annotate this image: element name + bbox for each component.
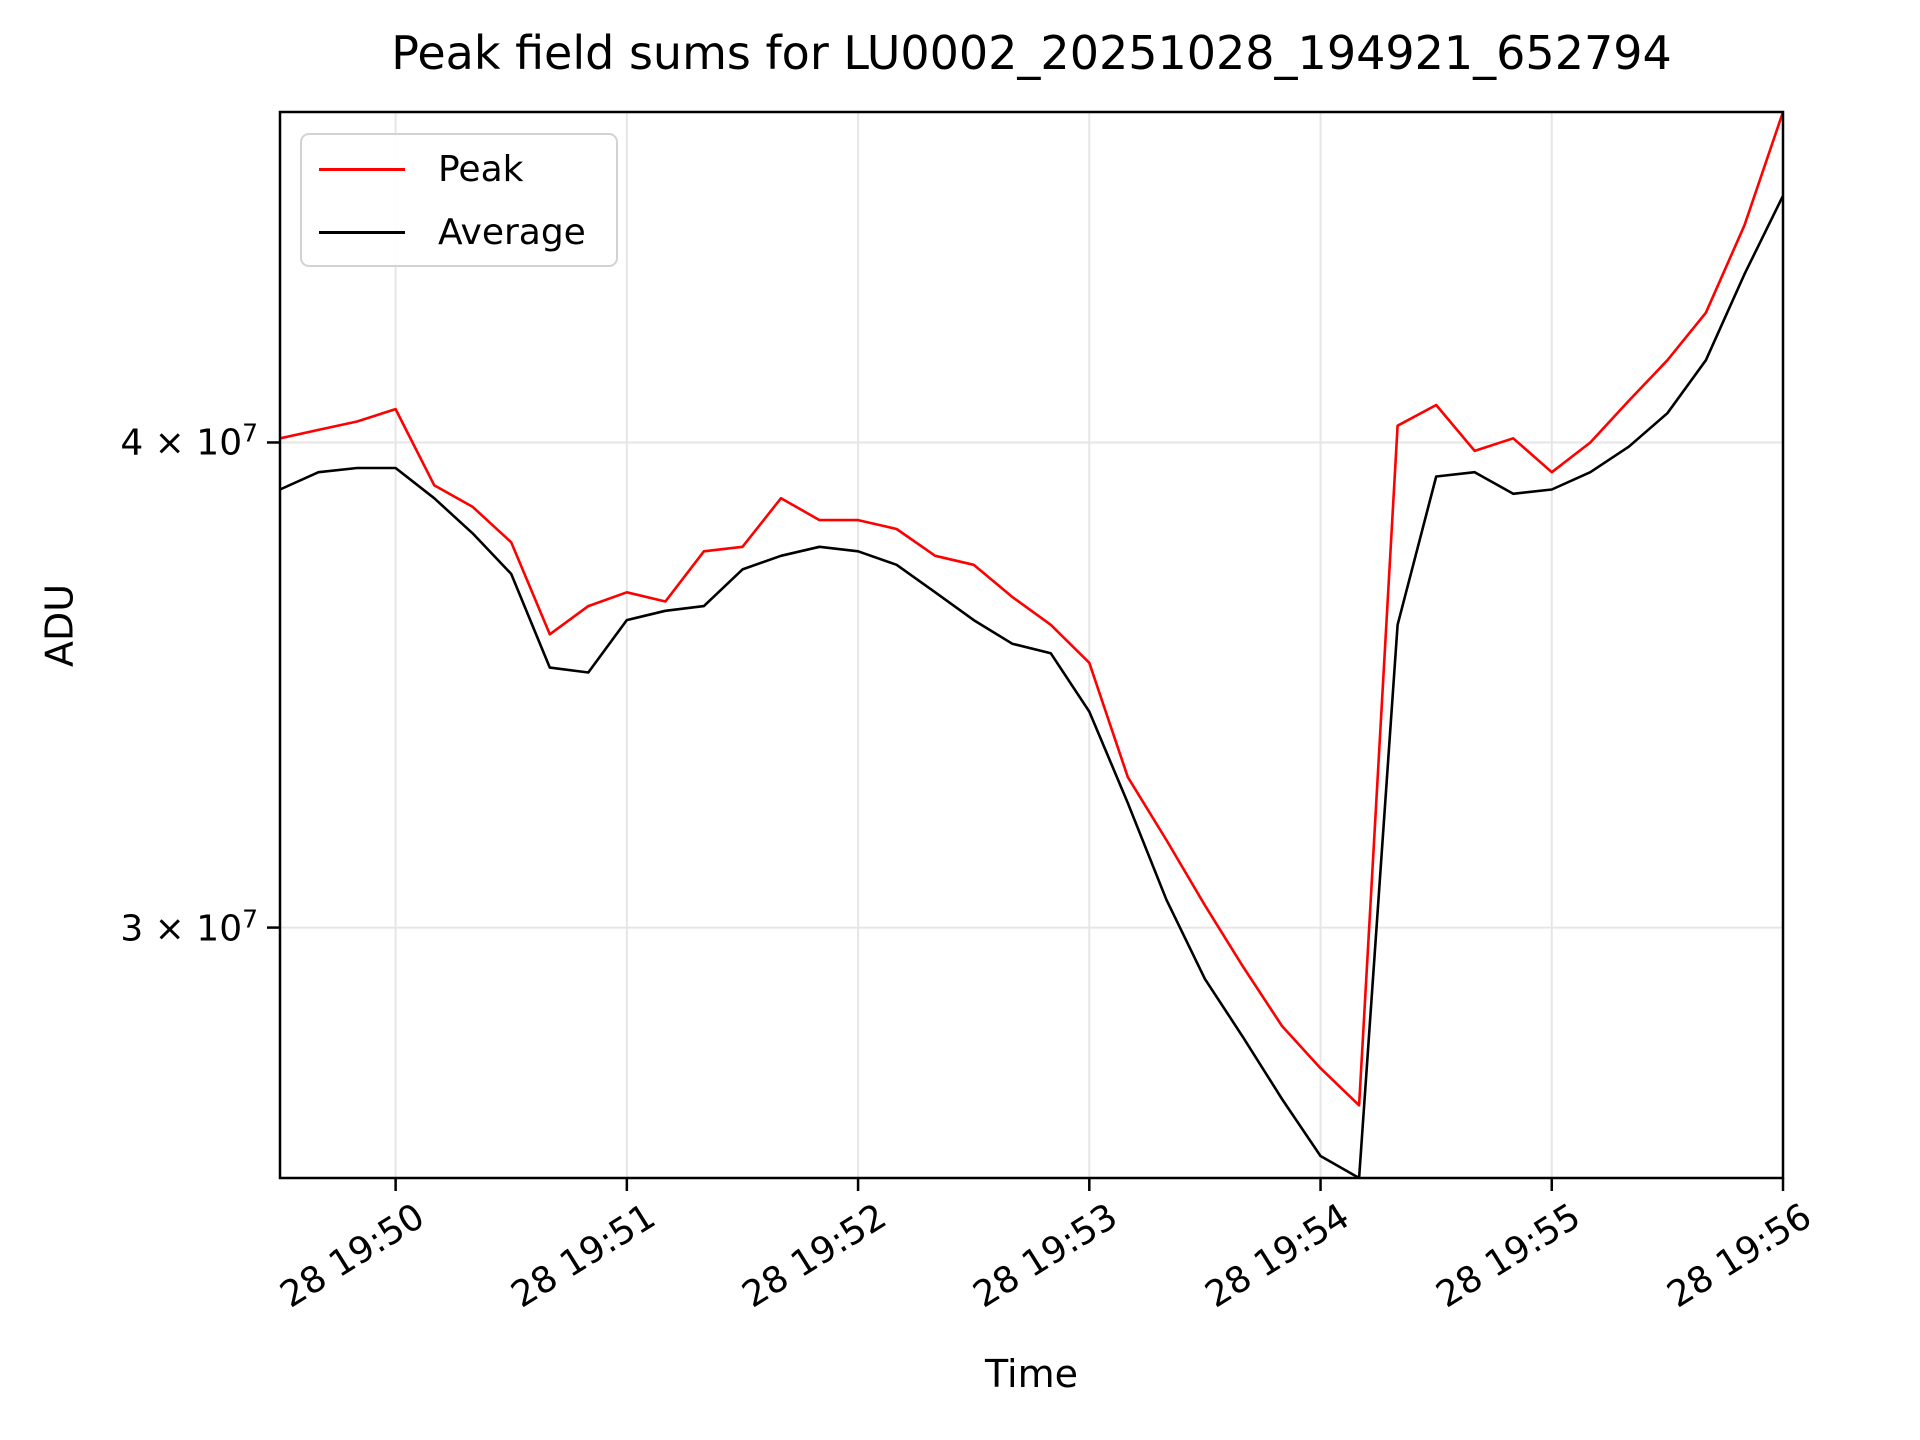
legend: Peak Average — [300, 133, 618, 267]
series-average-line — [280, 195, 1783, 1178]
chart-title: Peak field sums for LU0002_20251028_1949… — [391, 26, 1672, 80]
tick-marks — [267, 441, 1785, 1191]
y-tick-label: 3 × 107 — [120, 904, 258, 950]
legend-item-average: Average — [302, 201, 616, 264]
legend-label-peak: Peak — [438, 149, 524, 190]
legend-item-peak: Peak — [302, 138, 616, 201]
y-axis-label: ADU — [37, 583, 82, 667]
series-peak-line — [280, 112, 1783, 1107]
legend-label-average: Average — [438, 212, 586, 253]
plot-area — [280, 112, 1783, 1178]
x-axis-label: Time — [985, 1352, 1078, 1396]
y-tick-label: 4 × 107 — [120, 419, 258, 465]
peak-line-sample — [319, 168, 405, 171]
axes-spines — [278, 110, 1785, 1180]
average-line-sample — [319, 231, 405, 234]
